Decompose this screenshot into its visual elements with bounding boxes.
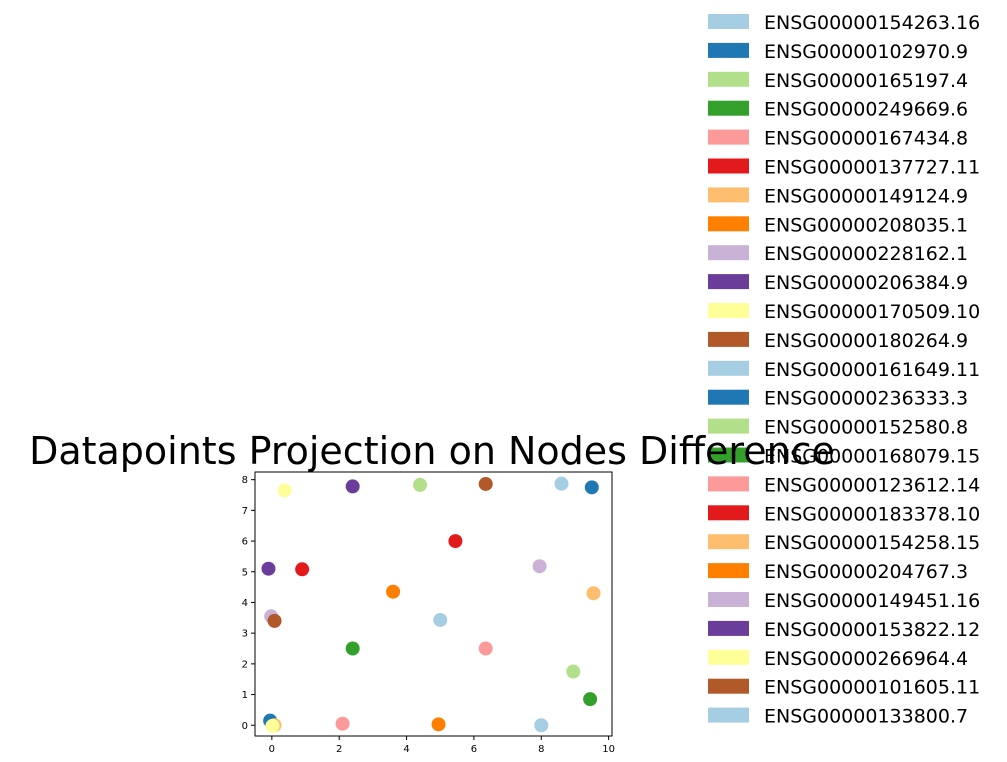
legend-label: ENSG00000165197.4	[764, 70, 968, 92]
legend-swatch	[708, 476, 749, 492]
y-tick-label: 7	[242, 506, 248, 517]
legend-label: ENSG00000208035.1	[764, 214, 968, 236]
legend-swatch	[708, 563, 749, 579]
legend-swatch	[708, 360, 749, 376]
legend-label: ENSG00000167434.8	[764, 128, 968, 150]
legend-label: ENSG00000204767.3	[764, 561, 968, 583]
legend-swatch	[708, 447, 749, 463]
legend-swatch	[708, 216, 749, 232]
data-point	[295, 562, 310, 577]
legend-swatch	[708, 303, 749, 318]
legend-swatch	[708, 42, 749, 58]
legend-swatch	[708, 274, 749, 290]
data-point	[478, 641, 493, 656]
legend-swatch	[708, 100, 749, 116]
legend-label: ENSG00000149451.16	[764, 590, 980, 612]
data-point	[554, 476, 569, 491]
data-point	[261, 561, 276, 576]
legend-label: ENSG00000228162.1	[764, 243, 968, 265]
legend-swatch	[708, 418, 749, 434]
data-point	[335, 716, 350, 731]
legend-swatch	[708, 707, 749, 723]
legend-swatch	[708, 678, 749, 694]
data-point	[267, 613, 282, 628]
plot-area-frame	[254, 471, 613, 737]
legend-swatch	[708, 158, 749, 174]
legend-swatch	[708, 331, 749, 347]
data-point	[345, 641, 360, 656]
y-tick-label: 1	[242, 690, 248, 701]
data-point	[265, 718, 280, 733]
data-points	[261, 476, 601, 733]
legend-label: ENSG00000170509.10	[764, 301, 980, 323]
data-point	[586, 586, 601, 601]
legend-label: ENSG00000249669.6	[764, 99, 968, 121]
legend-swatch	[708, 71, 749, 87]
data-point	[448, 534, 463, 549]
legend-label: ENSG00000154263.16	[764, 12, 980, 34]
data-point	[413, 477, 428, 492]
data-point	[566, 664, 581, 679]
legend-swatch	[708, 505, 749, 521]
legend-label: ENSG00000123612.14	[764, 474, 980, 496]
legend-label: ENSG00000153822.12	[764, 619, 980, 641]
data-point	[583, 692, 598, 707]
y-tick-label: 5	[242, 567, 248, 578]
legend-swatch	[708, 592, 749, 607]
x-tick-label: 2	[336, 744, 342, 755]
legend-label: ENSG00000133800.7	[764, 706, 968, 728]
y-tick-label: 4	[242, 598, 248, 609]
y-tick-label: 6	[242, 537, 248, 548]
x-tick-label: 6	[471, 744, 477, 755]
data-point	[345, 479, 360, 494]
legend-label: ENSG00000183378.10	[764, 503, 980, 525]
x-tick-label: 4	[403, 744, 409, 755]
y-tick-label: 3	[242, 629, 248, 640]
y-tick-label: 2	[242, 659, 248, 670]
legend-label: ENSG00000102970.9	[764, 41, 968, 63]
chart-title: Datapoints Projection on Nodes Differenc…	[29, 429, 835, 473]
legend-swatch	[708, 129, 749, 145]
legend-swatch	[708, 14, 749, 29]
legend-swatch	[708, 389, 749, 405]
legend-label: ENSG00000206384.9	[764, 272, 968, 294]
data-point	[478, 476, 493, 491]
legend-swatch	[708, 534, 749, 550]
data-point	[386, 584, 401, 599]
x-tick-label: 10	[602, 744, 615, 755]
x-tick-label: 8	[538, 744, 544, 755]
x-axis: 0 2 4 6 8 10	[269, 736, 615, 755]
legend-label: ENSG00000180264.9	[764, 330, 968, 352]
y-tick-label: 8	[242, 475, 248, 486]
data-point	[532, 559, 547, 574]
legend-label: ENSG00000236333.3	[764, 388, 968, 410]
legend-label: ENSG00000149124.9	[764, 185, 968, 207]
legend-swatch	[708, 649, 749, 665]
y-axis: 0 1 2 3 4 5 6 7 8	[242, 475, 255, 732]
data-point	[277, 483, 292, 498]
legend-swatch	[708, 620, 749, 636]
legend-swatch	[708, 245, 749, 261]
legend-swatch	[708, 187, 749, 203]
legend: ENSG00000154263.16 ENSG00000102970.9 ENSG0…	[708, 12, 980, 728]
legend-label: ENSG00000152580.8	[764, 417, 968, 439]
x-tick-label: 0	[269, 744, 275, 755]
data-point	[534, 718, 549, 733]
legend-label: ENSG00000137727.11	[764, 157, 980, 179]
legend-label: ENSG00000101605.11	[764, 677, 980, 699]
data-point	[433, 612, 448, 627]
data-point	[431, 717, 446, 732]
legend-label: ENSG00000168079.15	[764, 446, 980, 468]
legend-label: ENSG00000161649.11	[764, 359, 980, 381]
y-tick-label: 0	[242, 721, 248, 732]
legend-label: ENSG00000154258.15	[764, 532, 980, 554]
legend-label: ENSG00000266964.4	[764, 648, 968, 670]
data-point	[584, 480, 599, 495]
